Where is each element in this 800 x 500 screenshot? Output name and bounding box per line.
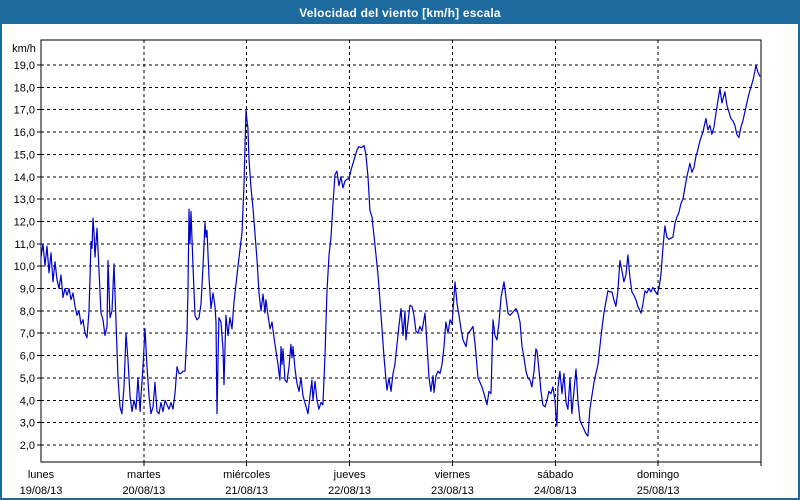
y-axis-unit-label: km/h bbox=[12, 43, 36, 55]
chart-title: Velocidad del viento [km/h] escala bbox=[299, 6, 501, 20]
y-tick-label: 17,0 bbox=[14, 105, 35, 117]
x-day-label: jueves bbox=[333, 469, 366, 481]
y-tick-label: 8,0 bbox=[20, 306, 35, 318]
chart-window: Velocidad del viento [km/h] escala 19,01… bbox=[0, 0, 800, 500]
y-tick-label: 3,0 bbox=[20, 418, 35, 430]
y-tick-label: 14,0 bbox=[14, 172, 35, 184]
y-tick-label: 4,0 bbox=[20, 395, 35, 407]
y-tick-label: 5,0 bbox=[20, 373, 35, 385]
title-bar: Velocidad del viento [km/h] escala bbox=[2, 2, 798, 24]
x-day-label: sábado bbox=[537, 469, 573, 481]
y-tick-label: 15,0 bbox=[14, 149, 35, 161]
x-date-label: 20/08/13 bbox=[122, 485, 165, 497]
y-tick-label: 12,0 bbox=[14, 216, 35, 228]
x-day-label: lunes bbox=[28, 469, 55, 481]
y-tick-label: 16,0 bbox=[14, 127, 35, 139]
x-day-label: martes bbox=[127, 469, 161, 481]
x-date-label: 21/08/13 bbox=[225, 485, 268, 497]
chart-area: 19,0 18,0 17,0 16,0 15,0 14,0 13,0 12,0 11,0 10,0… bbox=[2, 24, 798, 498]
y-tick-label: 6,0 bbox=[20, 351, 35, 363]
x-date-label: 23/08/13 bbox=[431, 485, 474, 497]
y-tick-label: 7,0 bbox=[20, 328, 35, 340]
wind-speed-chart: 19,0 18,0 17,0 16,0 15,0 14,0 13,0 12,0 11,0 10,0… bbox=[2, 24, 798, 498]
y-tick-label: 11,0 bbox=[14, 239, 35, 251]
y-tick-label: 2,0 bbox=[20, 440, 35, 452]
x-date-label: 24/08/13 bbox=[534, 485, 577, 497]
y-tick-label: 13,0 bbox=[14, 194, 35, 206]
x-day-label: domingo bbox=[637, 469, 679, 481]
x-date-label: 25/08/13 bbox=[637, 485, 680, 497]
y-tick-label: 9,0 bbox=[20, 284, 35, 296]
wind-speed-series-line bbox=[41, 65, 760, 436]
x-day-label: viernes bbox=[435, 469, 471, 481]
y-tick-label: 10,0 bbox=[14, 261, 35, 273]
y-tick-label: 18,0 bbox=[14, 82, 35, 94]
x-date-label: 22/08/13 bbox=[328, 485, 371, 497]
y-tick-label: 19,0 bbox=[14, 60, 35, 72]
x-day-label: miércoles bbox=[223, 469, 271, 481]
x-date-label: 19/08/13 bbox=[20, 485, 63, 497]
